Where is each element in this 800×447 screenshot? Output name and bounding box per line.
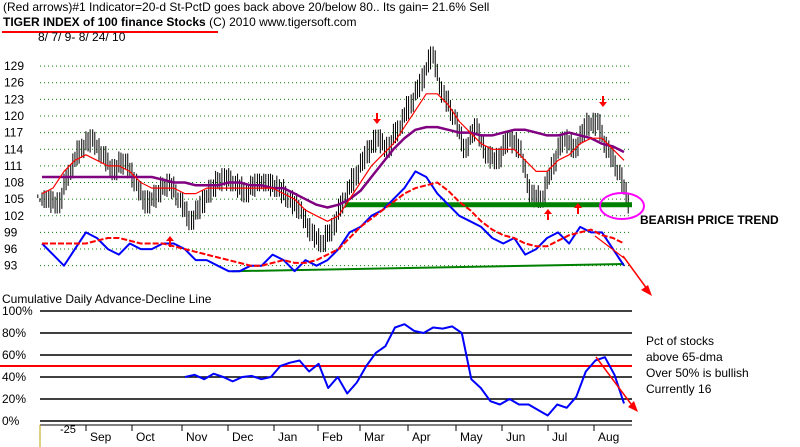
y-tick-label: 111	[4, 159, 23, 173]
ma-short-line	[41, 93, 625, 222]
x-tick-label: Jul	[552, 430, 567, 444]
highlight-circle	[599, 192, 645, 220]
bottom-panel-lines	[184, 323, 638, 417]
top-panel-grid	[40, 65, 632, 267]
bottom-y-axis: 100% 80% 60% 40% 20% 0%	[2, 304, 33, 428]
x-tick-label: Oct	[136, 430, 155, 444]
pct-trend-arrowhead	[628, 401, 638, 412]
sell-arrowhead	[599, 102, 607, 107]
ma-long-line	[42, 125, 625, 209]
title-underline	[2, 31, 218, 33]
x-tick-label: Feb	[322, 430, 343, 444]
x-tick-label: Sep	[90, 430, 112, 444]
top-panel-annotations	[166, 96, 652, 296]
x-tick-label: Nov	[186, 430, 207, 444]
pct-line	[184, 323, 625, 417]
index-title: TIGER INDEX of 100 finance Stocks	[3, 15, 206, 29]
ad-line	[41, 170, 625, 273]
buy-arrowhead	[166, 236, 174, 241]
top-y-axis: 93 96 99 102 105 108 111 114 117 120 123 126 129	[4, 59, 24, 273]
y-tick-label: 129	[4, 59, 24, 73]
bottom-y-tick-label: 60%	[2, 348, 26, 362]
bottom-y-tick-label: 0%	[2, 414, 20, 428]
bottom-stub-label: -25	[60, 424, 76, 436]
copyright-text: (C) 2010 www.tigersoft.com	[209, 15, 357, 29]
x-tick-label: May	[460, 430, 483, 444]
x-tick-label: Dec	[232, 430, 253, 444]
bottom-panel-grid	[0, 310, 632, 422]
title-line: TIGER INDEX of 100 finance Stocks (C) 20…	[3, 15, 356, 29]
y-tick-label: 117	[4, 126, 23, 140]
ad-ma-line	[42, 181, 625, 267]
y-tick-label: 108	[4, 176, 24, 190]
y-tick-label: 93	[4, 259, 18, 273]
buy-arrowhead	[544, 209, 552, 214]
bottom-y-tick-label: 80%	[2, 326, 26, 340]
bearish-label: BEARISH PRICE TREND	[640, 213, 779, 227]
x-tick-label: Jan	[278, 430, 297, 444]
indicator-header: (Red arrows)#1 Indicator=20-d St-PctD go…	[3, 0, 490, 14]
y-tick-label: 96	[4, 242, 18, 256]
x-tick-label: Jun	[506, 430, 525, 444]
x-tick-label: Aug	[598, 430, 619, 444]
pct-label-4: Currently 16	[646, 382, 712, 396]
sell-arrowhead	[373, 119, 381, 124]
date-range: 8/ 7/ 9- 8/ 24/ 10	[38, 30, 126, 44]
y-tick-label: 105	[4, 192, 24, 206]
pct-trend-arrow	[595, 356, 635, 409]
y-tick-label: 102	[4, 209, 24, 223]
x-tick-label: Mar	[364, 430, 385, 444]
y-tick-label: 126	[4, 76, 24, 90]
top-panel-lines	[41, 93, 632, 273]
pct-label-3: Over 50% is bullish	[646, 366, 749, 380]
ad-trend-line	[231, 263, 625, 273]
x-tick-label: Apr	[412, 430, 431, 444]
bottom-y-tick-label: 40%	[2, 370, 26, 384]
x-axis: Sep Oct Nov Dec Jan Feb Mar Apr May Jun Jul Aug	[39, 424, 632, 447]
y-tick-label: 99	[4, 225, 18, 239]
bottom-y-tick-label: 20%	[2, 392, 26, 406]
y-tick-label: 114	[4, 142, 23, 156]
buy-arrowhead	[574, 203, 582, 208]
y-tick-label: 123	[4, 92, 24, 106]
bottom-y-tick-label: 100%	[2, 304, 33, 318]
pct-label-2: above 65-dma	[646, 350, 723, 364]
pct-label-1: Pct of stocks	[646, 334, 714, 348]
trend-segment	[594, 235, 625, 259]
cum-ad-label: Cumulative Daily Advance-Decline Line	[2, 292, 212, 306]
y-tick-label: 120	[4, 109, 24, 123]
bearish-arrowhead	[641, 285, 652, 296]
